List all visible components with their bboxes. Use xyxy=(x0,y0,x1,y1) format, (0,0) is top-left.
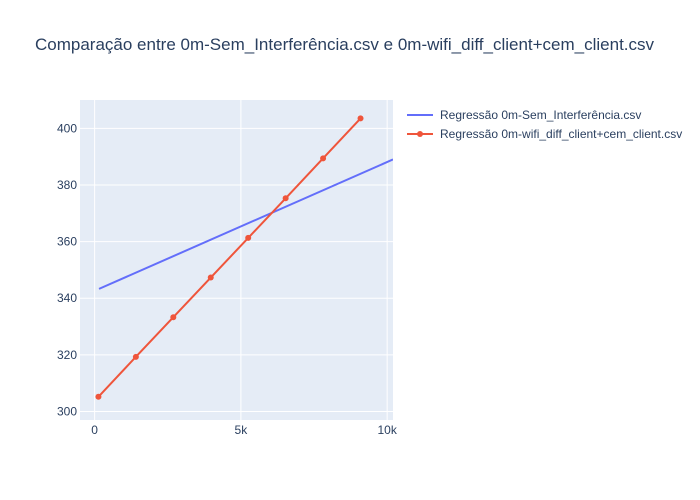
series-point xyxy=(132,353,139,360)
series-group xyxy=(95,115,393,400)
series-line-1 xyxy=(98,158,393,290)
legend-marker xyxy=(417,131,423,137)
series-point xyxy=(357,115,364,122)
x-tick-label: 5k xyxy=(235,423,249,437)
y-axis-ticks: 300 320 340 360 380 400 xyxy=(57,121,77,418)
series-layer xyxy=(95,115,393,400)
y-tick-label: 360 xyxy=(57,235,77,249)
x-tick-label: 10k xyxy=(377,423,397,437)
legend-label: Regressão 0m-Sem_Interferência.csv xyxy=(440,108,641,122)
series-point xyxy=(207,274,214,281)
legend-label: Regressão 0m-wifi_diff_client+cem_client… xyxy=(440,127,682,141)
y-tick-label: 320 xyxy=(57,348,77,362)
series-point xyxy=(245,234,252,241)
x-tick-label: 0 xyxy=(91,423,98,437)
y-tick-label: 400 xyxy=(57,121,77,135)
y-tick-label: 340 xyxy=(57,291,77,305)
series-point xyxy=(320,155,327,162)
series-line-2 xyxy=(97,117,362,398)
series-point xyxy=(282,195,289,202)
y-tick-label: 380 xyxy=(57,178,77,192)
chart-title: Comparação entre 0m-Sem_Interferência.cs… xyxy=(35,35,655,54)
series-point xyxy=(95,393,102,400)
y-tick-label: 300 xyxy=(57,405,77,419)
gridlines xyxy=(80,100,393,420)
series-point xyxy=(170,314,177,321)
x-axis-ticks: 0 5k 10k xyxy=(91,423,398,437)
legend: Regressão 0m-Sem_Interferência.csv Regres… xyxy=(407,108,682,141)
plot-area xyxy=(80,100,393,420)
